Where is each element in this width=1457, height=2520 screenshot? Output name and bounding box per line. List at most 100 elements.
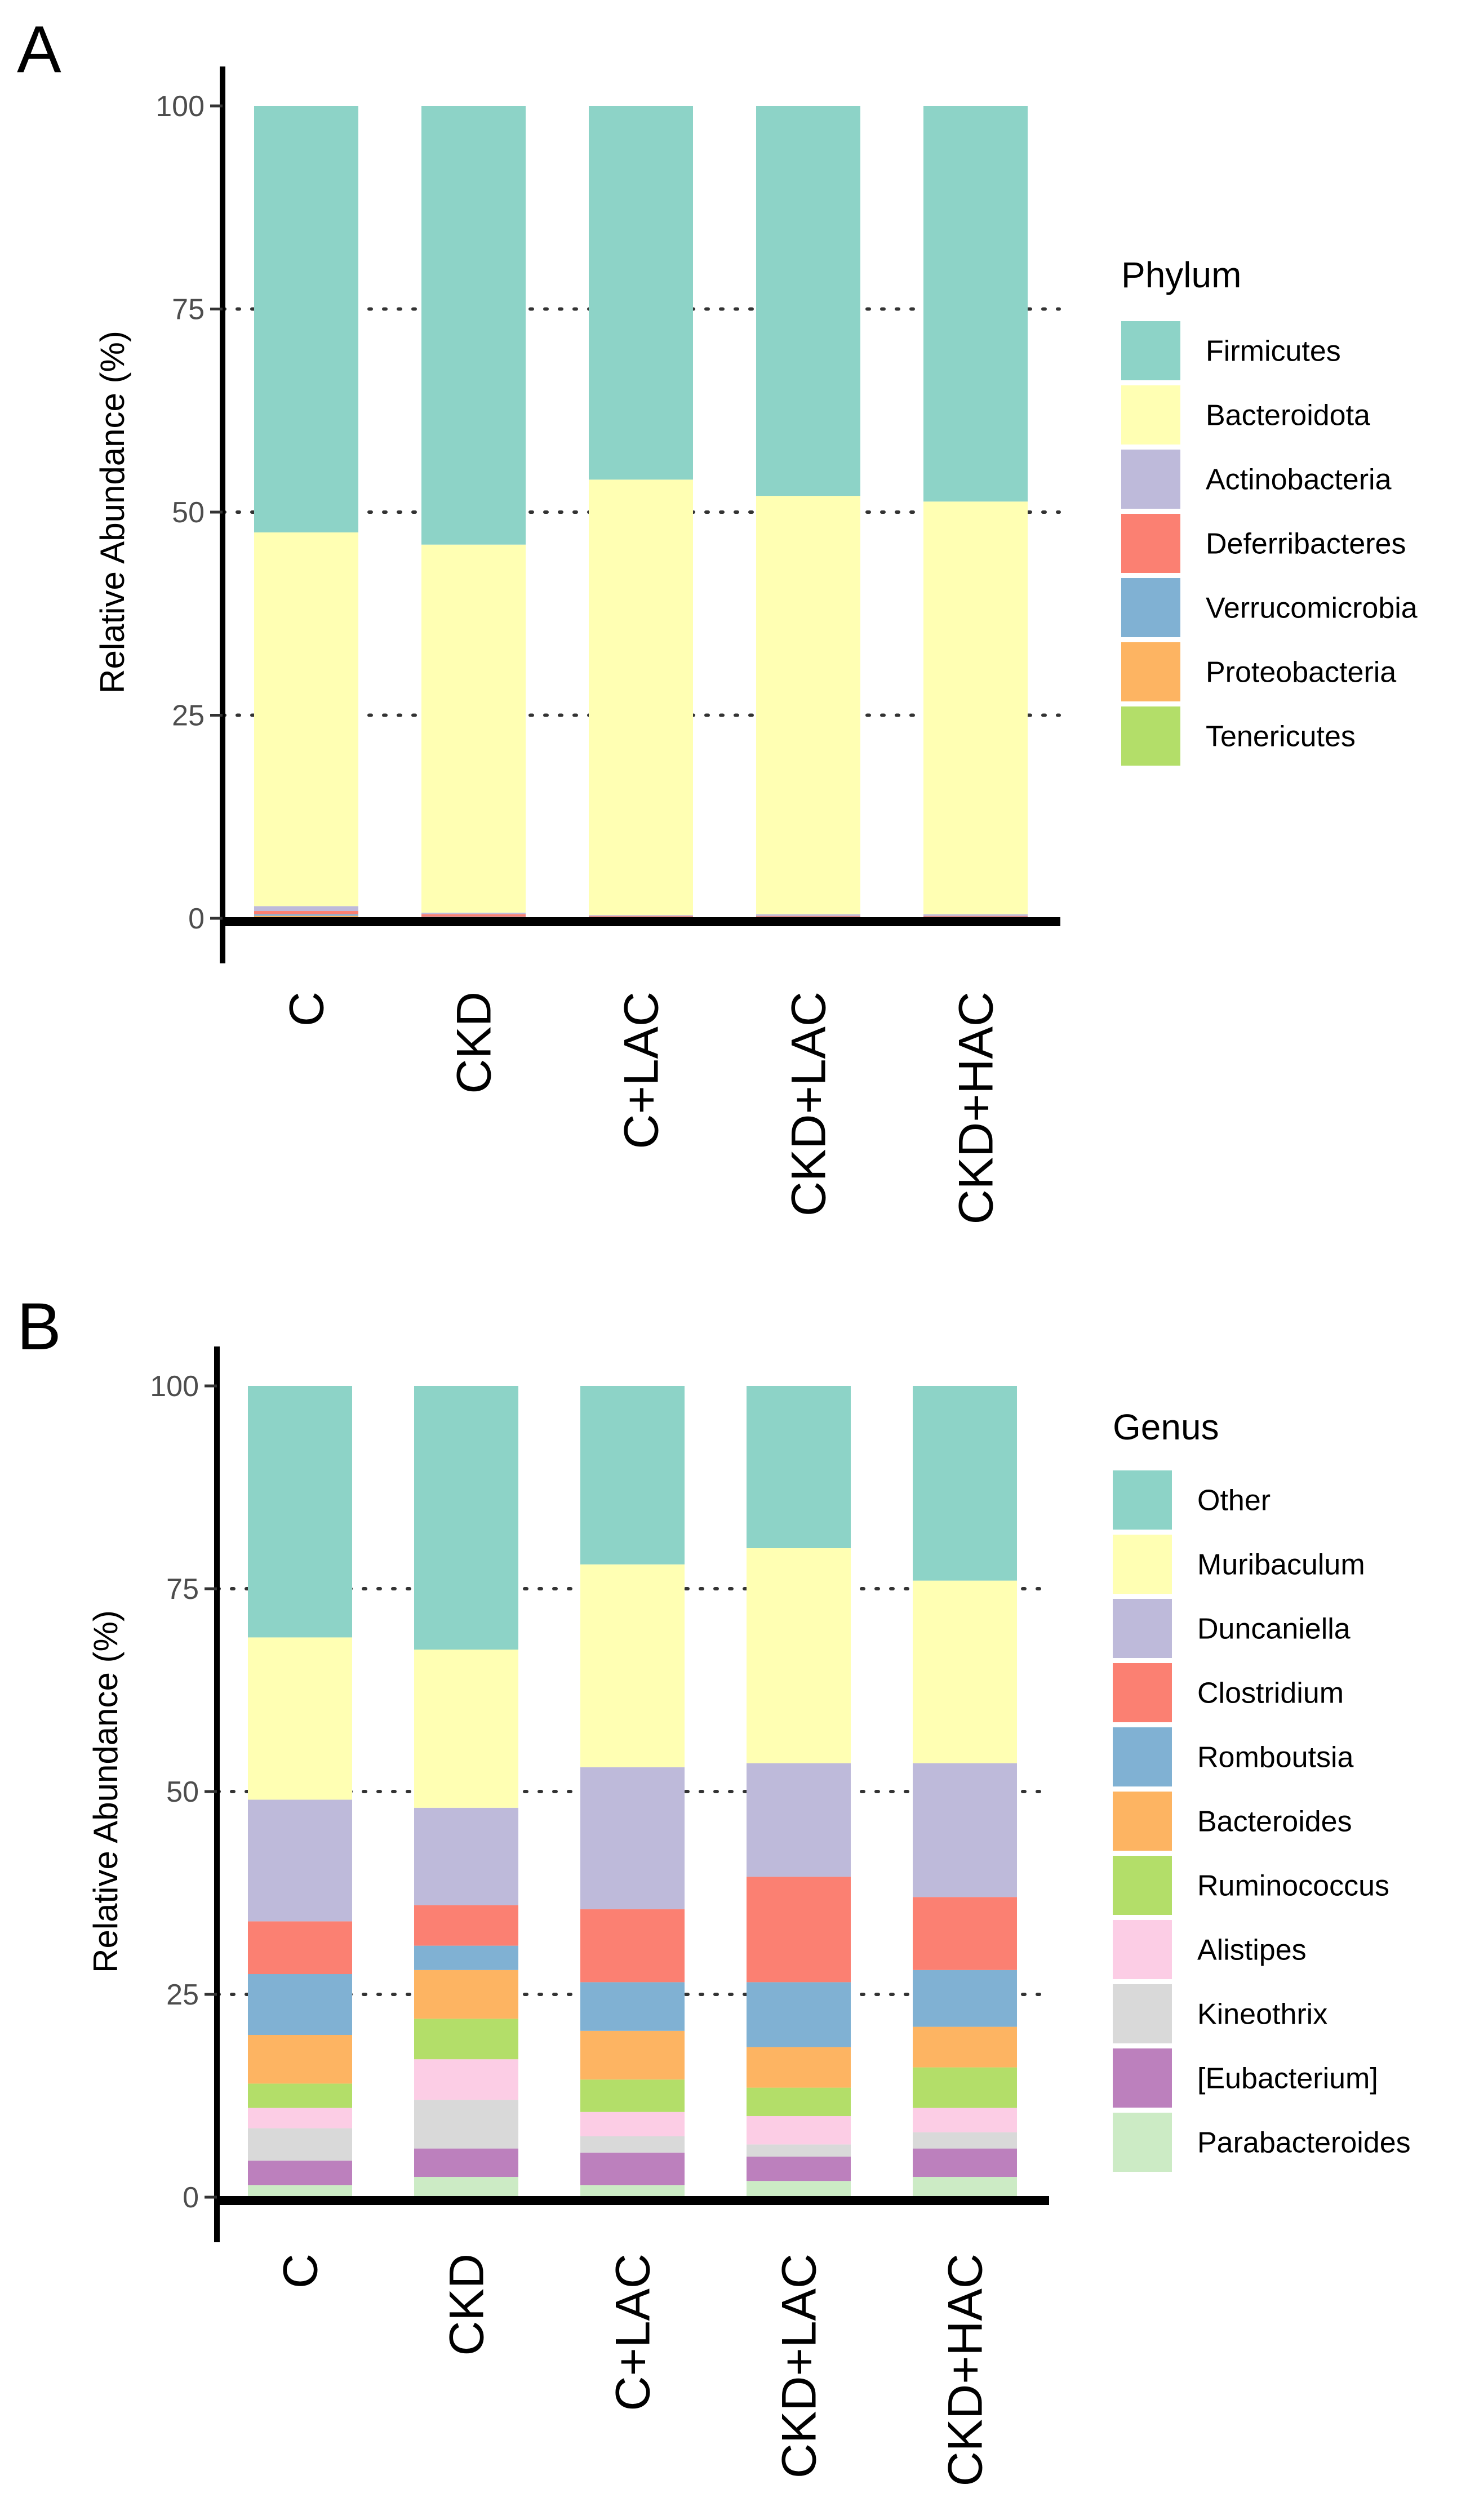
x-tick-label: C — [280, 992, 334, 1026]
legend-label: Actinobacteria — [1206, 464, 1392, 496]
legend-label: Deferribacteres — [1206, 528, 1406, 561]
bar-stack-ckd-lac — [747, 1386, 851, 2197]
legend-label: [Eubacterium] — [1197, 2063, 1378, 2095]
bar-segment-firmicutes — [756, 106, 860, 496]
x-tick-label: CKD+LAC — [782, 992, 836, 1216]
bar-segment--eubacterium- — [248, 2161, 352, 2185]
x-tick-label: C — [274, 2254, 328, 2288]
y-axis-title: Relative Abundance (%) — [94, 331, 131, 694]
x-tick-label: CKD+HAC — [939, 2254, 993, 2486]
x-tick-label: CKD+LAC — [772, 2254, 827, 2478]
legend-key-muribaculum — [1113, 1535, 1172, 1594]
bar-segment-bacteroidota — [421, 544, 526, 913]
bar-stack-c — [254, 106, 358, 918]
bar-segment-deferribacteres — [421, 914, 526, 917]
bar-segment-clostridium — [248, 1921, 352, 1974]
legend-label: Tenericutes — [1206, 721, 1356, 753]
legend-key-bacteroidota — [1121, 385, 1180, 445]
y-tick-label: 50 — [172, 496, 205, 529]
bar-stack-ckd-hac — [923, 106, 1028, 918]
y-tick-label: 100 — [150, 1370, 199, 1403]
legend-label: Verrucomicrobia — [1206, 592, 1418, 625]
bar-segment-kineothrix — [580, 2136, 685, 2153]
bar-stack-ckd-hac — [913, 1386, 1017, 2197]
bar-segment-alistipes — [580, 2112, 685, 2136]
bar-segment-duncaniella — [747, 1763, 851, 1877]
legend-key-verrucomicrobia — [1121, 578, 1180, 637]
bar-segment-other — [913, 1386, 1017, 1581]
bar-segment-parabacteroides — [414, 2177, 518, 2197]
bar-segment-deferribacteres — [254, 911, 358, 914]
legend: Genus Other Muribaculum Duncaniella Clostrid… — [1113, 1407, 1411, 2172]
x-tick-label: CKD+HAC — [949, 992, 1003, 1224]
bar-segment-ruminococcus — [414, 2019, 518, 2060]
bar-segment-ruminococcus — [913, 2067, 1017, 2108]
bar-segment-muribaculum — [414, 1650, 518, 1808]
legend: Phylum Firmicutes Bacteroidota Actinobacter… — [1121, 255, 1418, 766]
bar-segment-romboutsia — [248, 1974, 352, 2035]
bar-segment-bacteroides — [913, 2026, 1017, 2068]
bar-segment-kineothrix — [913, 2132, 1017, 2149]
bar-segment-parabacteroides — [580, 2185, 685, 2197]
chart-panel-a: A 0 25 50 75 100 Relative Abundance (%) C CKD C+L… — [17, 12, 1418, 1224]
legend-key-romboutsia — [1113, 1727, 1172, 1786]
bar-stack-c-lac — [589, 106, 693, 918]
bar-segment-bacteroidota — [756, 496, 860, 914]
bar-segment-clostridium — [913, 1897, 1017, 1970]
legend-label: Other — [1197, 1485, 1271, 1517]
bar-stack-ckd-lac — [756, 106, 860, 918]
bar-segment-duncaniella — [580, 1767, 685, 1909]
bar-segment-ruminococcus — [747, 2087, 851, 2116]
bar-segment-bacteroidota — [254, 532, 358, 906]
bar-segment--eubacterium- — [747, 2157, 851, 2181]
bar-segment-firmicutes — [923, 106, 1028, 502]
bar-segment--eubacterium- — [913, 2148, 1017, 2177]
y-tick-label: 50 — [166, 1776, 199, 1808]
bar-segment-alistipes — [248, 2108, 352, 2128]
bar-segment-other — [580, 1386, 685, 1565]
y-axis-title: Relative Abundance (%) — [87, 1610, 125, 1973]
legend-key--eubacterium- — [1113, 2048, 1172, 2108]
x-tick-label: CKD — [440, 2254, 494, 2356]
bar-segment-duncaniella — [248, 1799, 352, 1922]
bar-segment-ruminococcus — [580, 2079, 685, 2112]
bar-segment-verrucomicrobia — [254, 914, 358, 916]
bar-segment-parabacteroides — [747, 2181, 851, 2197]
bar-segment-alistipes — [414, 2059, 518, 2100]
legend-title: Genus — [1113, 1407, 1219, 1447]
y-tick-label: 75 — [172, 294, 205, 326]
bar-segment-bacteroidota — [589, 479, 693, 915]
panel-label: A — [17, 12, 61, 87]
bar-segment-proteobacteria — [254, 915, 358, 918]
bar-segment-muribaculum — [248, 1637, 352, 1800]
bar-segment-firmicutes — [589, 106, 693, 480]
legend-key-firmicutes — [1121, 321, 1180, 380]
bar-segment-parabacteroides — [913, 2177, 1017, 2197]
legend-key-other — [1113, 1470, 1172, 1530]
bar-segment-bacteroides — [414, 1970, 518, 2019]
legend-key-ruminococcus — [1113, 1856, 1172, 1915]
bar-segment-bacteroides — [248, 2035, 352, 2084]
bar-segment-clostridium — [580, 1909, 685, 1983]
bar-stack-ckd — [421, 106, 526, 918]
bar-segment-actinobacteria — [254, 906, 358, 912]
legend-label: Firmicutes — [1206, 335, 1341, 368]
legend-key-tenericutes — [1121, 706, 1180, 766]
x-tick-label: CKD — [447, 992, 501, 1094]
bar-segment-bacteroides — [747, 2047, 851, 2088]
bar-segment-actinobacteria — [756, 914, 860, 916]
legend-key-clostridium — [1113, 1663, 1172, 1722]
legend-key-kineothrix — [1113, 1984, 1172, 2043]
bar-segment-bacteroidota — [923, 501, 1028, 914]
bar-stack-c — [248, 1386, 352, 2197]
legend-key-parabacteroides — [1113, 2113, 1172, 2172]
y-tick-label: 0 — [188, 903, 205, 935]
bar-segment-deferribacteres — [923, 915, 1028, 917]
legend-label: Duncaniella — [1197, 1613, 1351, 1646]
bar-segment-romboutsia — [913, 1970, 1017, 2027]
legend-label: Bacteroides — [1197, 1806, 1352, 1838]
bar-segment-other — [414, 1386, 518, 1650]
bar-segment-parabacteroides — [248, 2185, 352, 2197]
bar-segment-kineothrix — [248, 2128, 352, 2161]
bar-segment-clostridium — [747, 1877, 851, 1983]
